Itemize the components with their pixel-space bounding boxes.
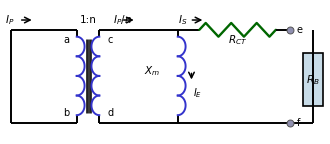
Bar — [303, 53, 323, 106]
Text: a: a — [63, 35, 69, 45]
Text: $I_S$: $I_S$ — [178, 13, 187, 27]
Text: $R_{CT}$: $R_{CT}$ — [228, 33, 247, 47]
Text: b: b — [63, 108, 69, 118]
Text: c: c — [107, 35, 113, 45]
Text: f: f — [296, 118, 300, 128]
Text: d: d — [107, 108, 113, 118]
Text: $X_m$: $X_m$ — [144, 65, 160, 78]
Text: $I_P$: $I_P$ — [5, 13, 15, 27]
Text: $I_E$: $I_E$ — [193, 86, 203, 100]
Text: 1:n: 1:n — [80, 15, 96, 25]
Text: $R_B$: $R_B$ — [306, 73, 320, 87]
Text: $I_P/n$: $I_P/n$ — [113, 13, 132, 27]
Text: e: e — [296, 25, 302, 35]
